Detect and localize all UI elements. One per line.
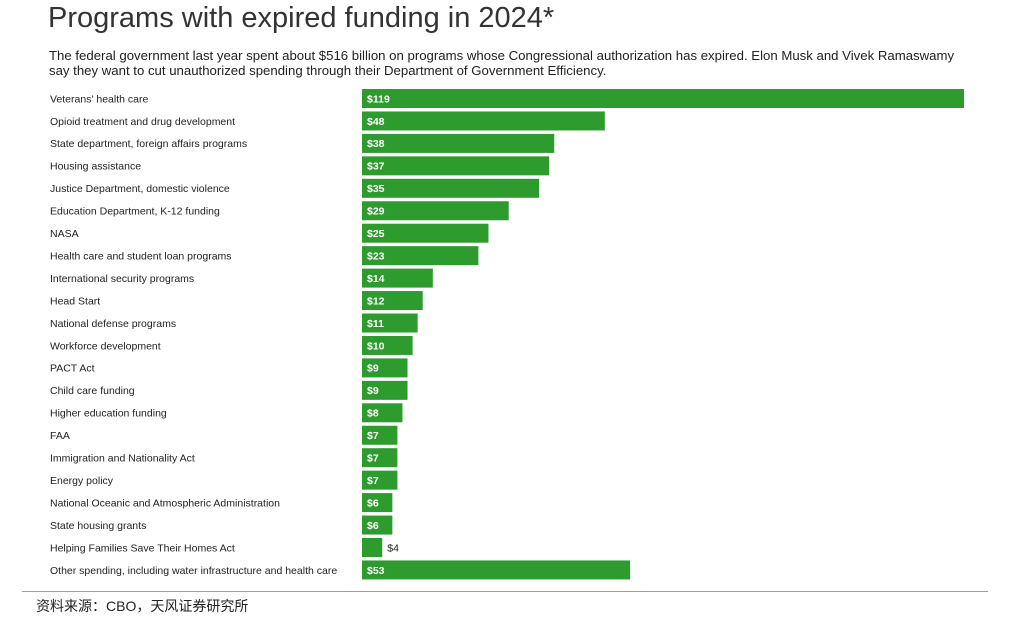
value-label-head-start: $12	[367, 295, 385, 307]
value-label-faa: $7	[367, 430, 379, 442]
value-label-national-oceanic-and-atmospheric-administration: $6	[367, 497, 379, 509]
category-label-opioid-treatment-and-drug-development: Opioid treatment and drug development	[50, 116, 235, 128]
value-label-other-spending-including-water-infrastructure-and-health-care: $53	[367, 565, 385, 577]
bar-state-housing-grants	[362, 515, 393, 535]
value-label-justice-department-domestic-violence: $35	[367, 183, 385, 195]
bar-national-oceanic-and-atmospheric-administration	[362, 493, 393, 513]
source-note: 资料来源：CBO，天风证券研究所	[36, 598, 249, 614]
category-label-workforce-development: Workforce development	[50, 340, 161, 352]
bar-other-spending-including-water-infrastructure-and-health-care	[362, 560, 631, 580]
category-label-helping-families-save-their-homes-act: Helping Families Save Their Homes Act	[50, 542, 235, 554]
bar-head-start	[362, 291, 423, 311]
category-label-head-start: Head Start	[50, 295, 100, 307]
bar-energy-policy	[362, 470, 398, 490]
value-label-child-care-funding: $9	[367, 385, 379, 397]
value-label-workforce-development: $10	[367, 340, 385, 352]
bar-higher-education-funding	[362, 403, 403, 423]
bar-state-department-foreign-affairs-programs	[362, 133, 555, 153]
value-label-health-care-and-student-loan-programs: $23	[367, 250, 385, 262]
category-label-immigration-and-nationality-act: Immigration and Nationality Act	[50, 453, 195, 465]
bar-justice-department-domestic-violence	[362, 178, 540, 198]
category-label-health-care-and-student-loan-programs: Health care and student loan programs	[50, 250, 232, 262]
category-label-housing-assistance: Housing assistance	[50, 161, 141, 173]
category-label-child-care-funding: Child care funding	[50, 385, 135, 397]
value-label-state-housing-grants: $6	[367, 520, 379, 532]
category-label-nasa: NASA	[50, 228, 79, 240]
bar-veterans-health-care	[362, 89, 964, 108]
value-label-pact-act: $9	[367, 363, 379, 375]
value-label-energy-policy: $7	[367, 475, 379, 487]
chart-subtitle: The federal government last year spent a…	[49, 48, 955, 78]
bar-immigration-and-nationality-act	[362, 448, 398, 468]
value-label-higher-education-funding: $8	[367, 408, 379, 420]
bar-faa	[362, 425, 398, 445]
bar-workforce-development	[362, 335, 413, 355]
category-label-education-department-k-12-funding: Education Department, K-12 funding	[50, 206, 220, 218]
bar-international-security-programs	[362, 268, 433, 288]
category-label-other-spending-including-water-infrastructure-and-health-care: Other spending, including water infrastr…	[50, 565, 337, 577]
chart-title: Programs with expired funding in 2024*	[48, 2, 555, 34]
category-label-faa: FAA	[50, 430, 70, 442]
bar-health-care-and-student-loan-programs	[362, 246, 479, 266]
category-label-veterans-health-care: Veterans' health care	[50, 93, 148, 105]
category-label-state-department-foreign-affairs-programs: State department, foreign affairs progra…	[50, 138, 247, 150]
category-label-higher-education-funding: Higher education funding	[50, 408, 167, 420]
category-label-national-oceanic-and-atmospheric-administration: National Oceanic and Atmospheric Adminis…	[50, 497, 280, 509]
bar-chart: Veterans' health care $119 Opioid treatmen…	[50, 89, 964, 580]
bar-housing-assistance	[362, 156, 550, 176]
value-label-national-defense-programs: $11	[367, 318, 384, 330]
bar-national-defense-programs	[362, 313, 418, 333]
value-label-veterans-health-care: $119	[367, 93, 390, 105]
source-divider	[22, 591, 988, 592]
value-label-international-security-programs: $14	[367, 273, 385, 285]
value-label-helping-families-save-their-homes-act: $4	[387, 542, 399, 554]
bar-education-department-k-12-funding	[362, 201, 509, 221]
value-label-immigration-and-nationality-act: $7	[367, 453, 379, 465]
bar-child-care-funding	[362, 380, 408, 400]
category-label-national-defense-programs: National defense programs	[50, 318, 176, 330]
bar-pact-act	[362, 358, 408, 378]
value-label-education-department-k-12-funding: $29	[367, 206, 385, 218]
bar-nasa	[362, 223, 489, 243]
value-label-state-department-foreign-affairs-programs: $38	[367, 138, 385, 150]
category-label-international-security-programs: International security programs	[50, 273, 194, 285]
value-label-housing-assistance: $37	[367, 161, 385, 173]
category-label-state-housing-grants: State housing grants	[50, 520, 146, 532]
bar-helping-families-save-their-homes-act	[362, 538, 383, 557]
bar-opioid-treatment-and-drug-development	[362, 111, 605, 131]
category-label-energy-policy: Energy policy	[50, 475, 114, 487]
category-label-pact-act: PACT Act	[50, 363, 95, 375]
value-label-opioid-treatment-and-drug-development: $48	[367, 116, 385, 128]
value-label-nasa: $25	[367, 228, 385, 240]
category-label-justice-department-domestic-violence: Justice Department, domestic violence	[50, 183, 230, 195]
